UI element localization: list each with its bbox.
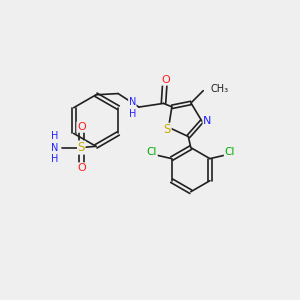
Text: S: S <box>78 141 85 154</box>
Text: N: N <box>203 116 212 126</box>
Text: O: O <box>77 122 86 132</box>
Text: S: S <box>164 123 171 136</box>
Text: Cl: Cl <box>147 148 157 158</box>
Text: N
H: N H <box>129 98 136 119</box>
Text: CH₃: CH₃ <box>210 85 228 94</box>
Text: H
N
H: H N H <box>51 131 58 164</box>
Text: O: O <box>162 75 170 85</box>
Text: O: O <box>77 163 86 173</box>
Text: Cl: Cl <box>224 148 235 158</box>
